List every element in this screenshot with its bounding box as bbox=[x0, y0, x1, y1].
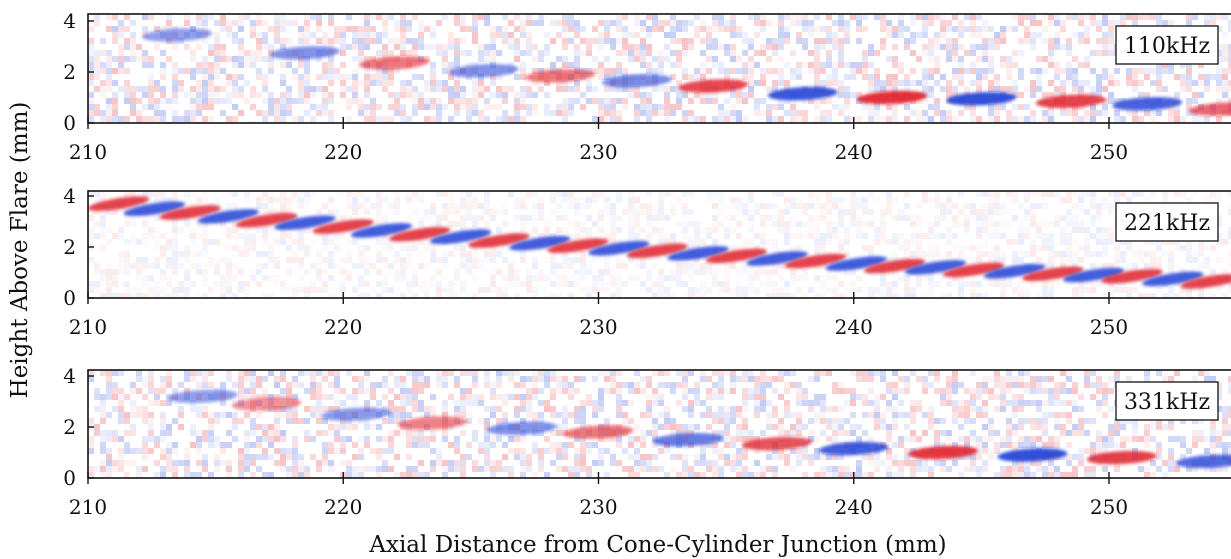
x-tick-label: 230 bbox=[579, 140, 617, 164]
wave-packet-negative bbox=[1063, 267, 1125, 283]
frequency-label: 221kHz bbox=[1124, 211, 1210, 236]
wave-packet-positive bbox=[943, 262, 1005, 278]
wave-packet-positive bbox=[468, 233, 530, 248]
wave-packet-negative bbox=[1142, 271, 1204, 287]
wave-packet-positive bbox=[525, 69, 596, 83]
wave-packet-positive bbox=[1035, 94, 1106, 109]
wave-packet-negative bbox=[746, 251, 808, 266]
y-tick-label: 2 bbox=[63, 235, 76, 259]
x-tick-label: 210 bbox=[69, 495, 107, 519]
x-tick-label: 220 bbox=[324, 315, 362, 339]
x-tick-label: 240 bbox=[835, 140, 873, 164]
x-tick-label: 220 bbox=[324, 495, 362, 519]
wave-packet-positive bbox=[563, 425, 634, 439]
frequency-label-box bbox=[1115, 202, 1219, 242]
wave-packet-negative bbox=[1176, 454, 1231, 469]
x-tick-label: 240 bbox=[835, 315, 873, 339]
plot-frame bbox=[87, 13, 1231, 124]
wave-packet-negative bbox=[321, 407, 391, 421]
wave-packet-positive bbox=[1022, 266, 1084, 282]
y-tick-label: 2 bbox=[63, 415, 76, 439]
wave-packet-negative bbox=[350, 223, 413, 238]
wave-packet-negative bbox=[767, 86, 838, 101]
heatmap-panel-221kHz: 0 2 4 210 220 230 240 250 221kHz bbox=[63, 184, 1231, 339]
x-tick-label: 250 bbox=[1090, 495, 1128, 519]
y-tick-label: 0 bbox=[63, 111, 76, 135]
wave-packet-negative bbox=[486, 421, 557, 436]
heatmap-panel-110kHz: 0 2 4 210 220 230 240 250 110kHz bbox=[63, 9, 1231, 164]
wave-packet-negative bbox=[430, 229, 492, 245]
wave-packet-positive bbox=[1180, 274, 1231, 289]
wave-packet-positive bbox=[389, 226, 451, 242]
wave-packet-negative bbox=[652, 433, 723, 447]
frequency-label-box bbox=[1115, 381, 1219, 421]
wave-packet-positive bbox=[908, 445, 979, 460]
x-tick-label: 250 bbox=[1090, 315, 1128, 339]
wave-packet-negative bbox=[904, 260, 967, 275]
wave-packet-negative bbox=[997, 448, 1068, 462]
wave-packet-positive bbox=[742, 436, 813, 451]
wave-packet-negative bbox=[167, 389, 238, 404]
wave-packet-positive bbox=[626, 243, 688, 259]
x-tick-label: 210 bbox=[69, 315, 107, 339]
wave-packet-positive bbox=[547, 238, 609, 254]
wave-packet-negative bbox=[270, 46, 340, 60]
wave-packet-positive bbox=[705, 248, 767, 264]
wave-packet-negative bbox=[601, 74, 672, 88]
x-tick-label: 220 bbox=[324, 140, 362, 164]
y-tick-label: 0 bbox=[63, 466, 76, 490]
wave-packet-negative bbox=[197, 209, 260, 224]
wave-packet-negative bbox=[509, 235, 571, 251]
y-tick-label: 0 bbox=[63, 286, 76, 310]
plot-frame bbox=[87, 369, 1231, 479]
wave-packets bbox=[88, 196, 1231, 289]
x-tick-label: 230 bbox=[579, 315, 617, 339]
y-axis-title: Height Above Flare (mm) bbox=[7, 102, 33, 399]
x-tick-label: 210 bbox=[69, 140, 107, 164]
wave-packet-negative bbox=[123, 201, 185, 217]
x-tick-label: 230 bbox=[579, 495, 617, 519]
heatmap-panel-331kHz: 0 2 4 210 220 230 240 250 331kHz bbox=[63, 364, 1231, 519]
wave-packet-positive bbox=[231, 397, 302, 411]
wave-packet-positive bbox=[1086, 450, 1157, 465]
wave-packet-negative bbox=[274, 215, 336, 231]
wave-packet-negative bbox=[142, 28, 213, 42]
wave-packet-negative bbox=[983, 263, 1046, 279]
wave-packet-positive bbox=[397, 416, 468, 430]
wave-packet-positive bbox=[857, 90, 927, 105]
x-tick-label: 240 bbox=[835, 495, 873, 519]
plot-frame bbox=[87, 190, 1231, 299]
wave-packet-positive bbox=[159, 205, 221, 220]
wave-packet-positive bbox=[88, 196, 150, 211]
wave-packet-negative bbox=[1112, 97, 1183, 111]
x-tick-label: 250 bbox=[1090, 140, 1128, 164]
wave-packet-negative bbox=[667, 246, 729, 261]
noise-texture bbox=[88, 370, 1231, 478]
wave-packet-positive bbox=[1101, 269, 1163, 284]
y-tick-label: 4 bbox=[63, 364, 76, 388]
wave-packet-negative bbox=[818, 441, 889, 456]
wave-packet-negative bbox=[588, 240, 650, 256]
wave-packet-positive bbox=[784, 253, 847, 269]
frequency-label-box bbox=[1115, 25, 1219, 65]
wave-packets bbox=[167, 389, 1231, 469]
wave-packets bbox=[142, 28, 1231, 116]
wave-packet-negative bbox=[946, 92, 1017, 106]
wave-packet-positive bbox=[863, 258, 926, 274]
wave-packet-positive bbox=[236, 212, 298, 228]
wave-packet-positive bbox=[678, 79, 749, 93]
y-tick-label: 4 bbox=[63, 9, 76, 33]
y-tick-label: 2 bbox=[63, 60, 76, 84]
wave-packet-negative bbox=[448, 63, 519, 78]
frequency-label: 110kHz bbox=[1124, 34, 1210, 59]
x-axis-title: Axial Distance from Cone-Cylinder Juncti… bbox=[368, 532, 946, 558]
wave-packet-negative bbox=[825, 256, 887, 271]
frequency-label: 331kHz bbox=[1124, 390, 1210, 415]
wave-packet-positive bbox=[359, 56, 430, 70]
wave-packet-positive bbox=[1188, 102, 1231, 116]
y-tick-label: 4 bbox=[63, 184, 76, 208]
wave-packet-positive bbox=[312, 219, 374, 234]
